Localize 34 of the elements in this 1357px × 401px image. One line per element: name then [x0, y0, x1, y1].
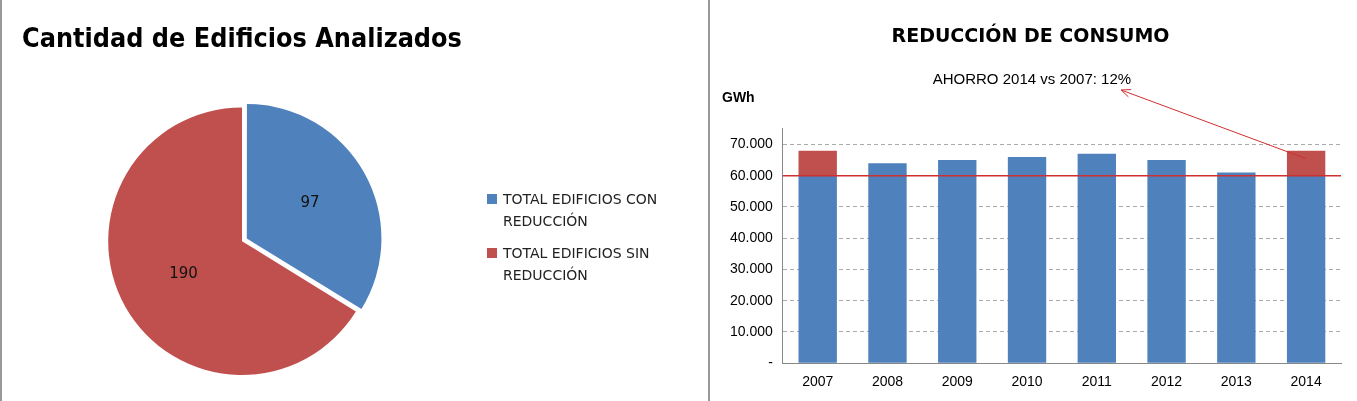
bar: [1077, 153, 1116, 363]
y-tick-label: 30.000: [729, 260, 774, 277]
legend-label: TOTAL EDIFICIOS CON REDUCCIÓN: [503, 190, 659, 231]
y-tick-label: 50.000: [729, 197, 774, 214]
bar: [1286, 175, 1326, 363]
bar: [1147, 160, 1186, 363]
y-tick-label: 60.000: [729, 166, 774, 183]
legend-label: TOTAL EDIFICIOS SIN REDUCCIÓN: [503, 244, 651, 285]
annotation: AHORRO 2014 vs 2007: 12%: [932, 70, 1132, 88]
data-label: 190: [169, 263, 198, 282]
x-tick-label: 2009: [941, 373, 974, 390]
bar: [798, 150, 837, 176]
x-tick-label: 2007: [802, 373, 834, 390]
bar: [868, 163, 907, 363]
x-tick-label: 2013: [1220, 373, 1253, 390]
y-tick-label: 40.000: [729, 229, 774, 246]
y-tick-label: 10.000: [729, 322, 774, 339]
y-tick-label: 70.000: [729, 135, 774, 152]
y-tick-label: 20.000: [729, 291, 774, 308]
bar: [1217, 172, 1256, 363]
bar: [1007, 156, 1047, 363]
bar: [798, 175, 837, 363]
x-tick-label: 2011: [1081, 373, 1113, 390]
chart-title: Cantidad de Edificios Analizados: [22, 21, 462, 54]
data-label: 97: [300, 193, 320, 212]
x-tick-label: 2012: [1150, 373, 1183, 390]
y-axis-title: GWh: [722, 88, 755, 105]
bar: [1286, 150, 1326, 176]
x-tick-label: 2014: [1290, 373, 1322, 390]
x-tick-label: 2010: [1011, 373, 1043, 390]
y-tick-label: -: [768, 354, 774, 371]
bar: [938, 160, 977, 363]
x-tick-label: 2008: [871, 373, 904, 390]
chart-title: REDUCCIÓN DE CONSUMO: [891, 23, 1170, 47]
